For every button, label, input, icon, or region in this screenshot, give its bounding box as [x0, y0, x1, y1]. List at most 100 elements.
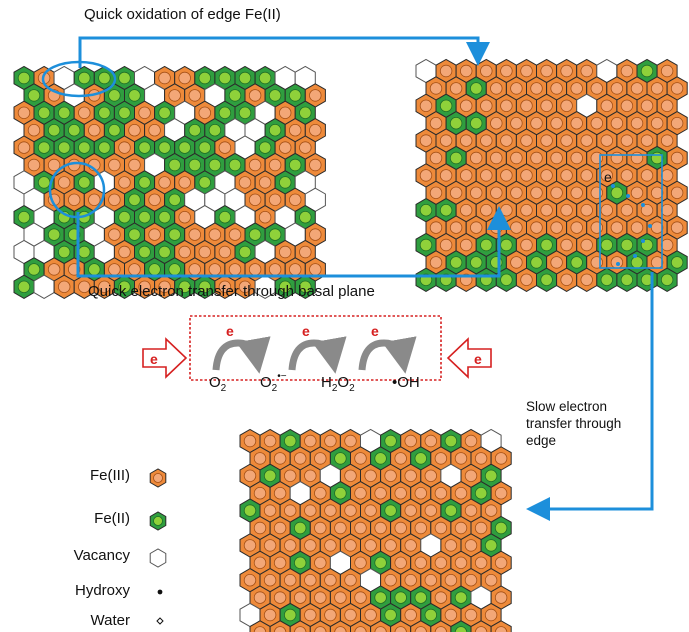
lattice-c-cell — [259, 428, 281, 454]
lattice-a-cell — [103, 152, 125, 178]
lattice-c-cell — [480, 568, 502, 593]
electron-path — [611, 184, 652, 266]
lattice-a-cell — [113, 65, 135, 91]
legend-hydroxy-icon — [157, 589, 163, 595]
lattice-a-cell — [234, 100, 256, 125]
lattice-c-cell — [380, 568, 402, 593]
lattice-a-cell — [23, 83, 45, 108]
lattice-b-cell — [616, 232, 638, 258]
lattice-a-cell — [93, 274, 115, 299]
legend-hydroxy-label: Hydroxy — [74, 582, 130, 599]
lattice-b-cell — [465, 76, 487, 101]
lattice-c-cell — [400, 463, 422, 488]
lattice-a-cell — [13, 135, 35, 160]
lattice-a-cell — [214, 135, 236, 160]
species-h2o2: H2O2 — [321, 374, 355, 394]
lattice-c-cell — [360, 498, 382, 523]
lattice-c-cell — [360, 463, 382, 488]
lattice-c-cell — [299, 602, 321, 628]
lattice-a-cell — [204, 222, 226, 247]
lattice-b-cell — [505, 76, 527, 101]
lattice-b-cell — [576, 267, 598, 292]
lattice-c-cell — [350, 585, 372, 610]
lattice-c-cell — [490, 585, 512, 610]
lattice-a-cell — [93, 135, 115, 160]
lattice-a-cell — [73, 274, 95, 299]
lattice-b-cell — [666, 145, 688, 171]
lattice-b-cell — [495, 163, 517, 188]
legend-fe3-icon — [149, 468, 167, 488]
lattice-c-cell — [490, 481, 512, 506]
lattice-a-cell — [134, 135, 156, 160]
lattice-a-cell — [214, 274, 236, 299]
lattice-a-cell — [294, 239, 316, 265]
species-superoxide: O2•− — [260, 371, 287, 394]
lattice-b-cell — [546, 111, 568, 136]
lattice-a-cell — [284, 83, 306, 108]
lattice-b-cell — [546, 145, 568, 171]
lattice-a-cell — [194, 274, 216, 299]
basal-fe2-highlight — [48, 161, 106, 219]
lattice-c-cell — [450, 446, 472, 471]
lattice-b-cell — [475, 232, 497, 258]
lattice-c-cell — [350, 481, 372, 506]
svg-text:e: e — [302, 323, 310, 339]
lattice-a-cell — [134, 205, 156, 230]
lattice-c-cell — [400, 533, 422, 558]
species-o2: O2 — [209, 374, 227, 394]
lattice-b-cell — [475, 93, 497, 118]
svg-text:e: e — [150, 351, 158, 367]
lattice-a-cell — [224, 222, 246, 247]
lattice-c-cell — [490, 620, 512, 632]
lattice-b-cell — [515, 198, 537, 223]
legend-fe3-label: Fe(III) — [90, 467, 130, 484]
slow-transfer-label: Slow electron transfer through edge — [526, 399, 622, 448]
lattice-a-cell — [154, 170, 176, 195]
lattice-c-cell — [269, 550, 291, 575]
lattice-a-cell — [154, 65, 176, 91]
lattice-a-cell — [73, 170, 95, 195]
lattice-c-cell — [480, 498, 502, 523]
lattice-a-cell — [113, 135, 135, 160]
lattice-c-cell — [430, 585, 452, 610]
basal-transfer-label: Quick electron transfer through basal pl… — [88, 283, 375, 300]
lattice-b-cell — [526, 111, 548, 136]
lattice-c-cell — [269, 446, 291, 471]
lattice-c-cell — [299, 498, 321, 523]
lattice-c-cell — [319, 498, 341, 523]
lattice-b-cell — [586, 180, 608, 205]
lattice-b-cell — [536, 198, 558, 223]
lattice-oxidized — [415, 58, 688, 292]
lattice-c-cell — [350, 446, 372, 471]
lattice-a-cell — [244, 83, 266, 108]
lattice-c-cell — [460, 463, 482, 488]
lattice-b-cell — [626, 76, 648, 101]
species-hydroxyl-radical: •OH — [392, 374, 420, 391]
edge-transfer-box — [599, 154, 663, 269]
lattice-a-cell — [43, 118, 65, 143]
legend-vacancy-icon — [149, 548, 167, 568]
lattice-a-cell — [13, 205, 35, 230]
lattice-a-cell — [134, 170, 156, 195]
reaction-step-1: e — [212, 323, 271, 374]
lattice-c-cell — [299, 568, 321, 593]
legend-fe2-icon — [149, 511, 167, 531]
lattice-a-cell — [254, 135, 276, 160]
legend-water-label: Water — [90, 612, 130, 629]
legend-fe2-label: Fe(II) — [94, 510, 130, 527]
lattice-a-cell — [13, 65, 35, 91]
lattice-b-cell — [465, 250, 487, 275]
lattice-a-cell — [294, 100, 316, 125]
lattice-c-cell — [440, 428, 462, 454]
lattice-a-cell — [254, 170, 276, 195]
lattice-c-cell — [319, 568, 341, 593]
lattice-c-cell — [440, 602, 462, 628]
lattice-c-cell — [279, 533, 301, 558]
lattice-b-cell — [656, 58, 678, 84]
lattice-b-cell — [526, 145, 548, 171]
electron-label-lattice: e — [604, 169, 612, 185]
svg-text:e: e — [474, 351, 482, 367]
lattice-b-cell — [495, 58, 517, 84]
lattice-a-cell — [174, 239, 196, 265]
lattice-a-cell — [274, 135, 296, 160]
